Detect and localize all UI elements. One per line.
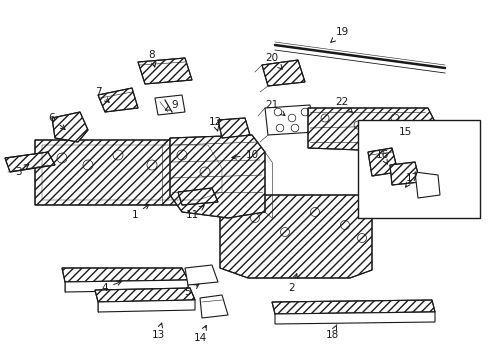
Text: 11: 11 (185, 206, 204, 220)
Polygon shape (200, 295, 227, 318)
Text: 20: 20 (265, 53, 282, 69)
Polygon shape (271, 300, 434, 314)
Polygon shape (307, 108, 434, 152)
Text: 10: 10 (231, 150, 258, 160)
Polygon shape (414, 172, 439, 198)
Polygon shape (138, 58, 192, 84)
Text: 17: 17 (405, 173, 418, 187)
Polygon shape (155, 95, 184, 115)
Polygon shape (367, 148, 397, 176)
Polygon shape (5, 152, 55, 172)
Text: 15: 15 (398, 127, 411, 137)
Text: 12: 12 (208, 117, 221, 131)
Polygon shape (218, 118, 249, 138)
Text: 19: 19 (330, 27, 348, 42)
Text: 22: 22 (335, 97, 351, 112)
Polygon shape (220, 195, 371, 278)
Polygon shape (184, 265, 218, 285)
Polygon shape (62, 268, 187, 282)
Polygon shape (65, 280, 187, 292)
Polygon shape (264, 105, 314, 135)
Polygon shape (170, 135, 264, 218)
Text: 1: 1 (131, 204, 149, 220)
Text: 8: 8 (148, 50, 156, 67)
Text: 3: 3 (15, 164, 29, 177)
Bar (357, 120, 479, 218)
Polygon shape (262, 60, 305, 86)
Polygon shape (52, 112, 88, 142)
Text: 13: 13 (151, 323, 164, 340)
Polygon shape (178, 188, 218, 205)
Text: 16: 16 (375, 150, 388, 164)
Polygon shape (35, 140, 229, 205)
Polygon shape (389, 162, 419, 185)
Text: 5: 5 (184, 284, 199, 297)
Text: 2: 2 (288, 274, 297, 293)
Text: 14: 14 (193, 325, 206, 343)
Polygon shape (98, 88, 138, 112)
Text: 9: 9 (165, 100, 178, 110)
Text: 6: 6 (49, 113, 65, 130)
Polygon shape (274, 312, 434, 324)
Text: 18: 18 (325, 325, 338, 340)
Text: 7: 7 (95, 87, 109, 102)
Polygon shape (95, 288, 195, 302)
Polygon shape (98, 300, 195, 312)
Text: 21: 21 (265, 100, 285, 116)
Text: 4: 4 (102, 281, 121, 293)
